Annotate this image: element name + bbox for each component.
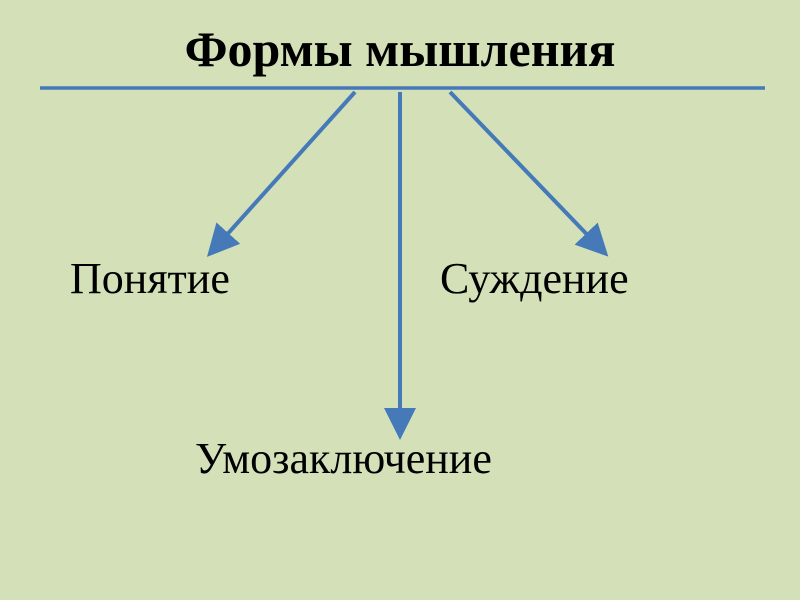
label-right: Суждение (440, 253, 629, 304)
label-bottom: Умозаключение (195, 433, 492, 484)
slide: Формы мышления Понятие Суждение Умозаклю… (0, 0, 800, 600)
arrow-left (215, 92, 355, 248)
title: Формы мышления (0, 20, 800, 78)
arrow-right (450, 92, 600, 248)
label-left: Понятие (70, 253, 230, 304)
